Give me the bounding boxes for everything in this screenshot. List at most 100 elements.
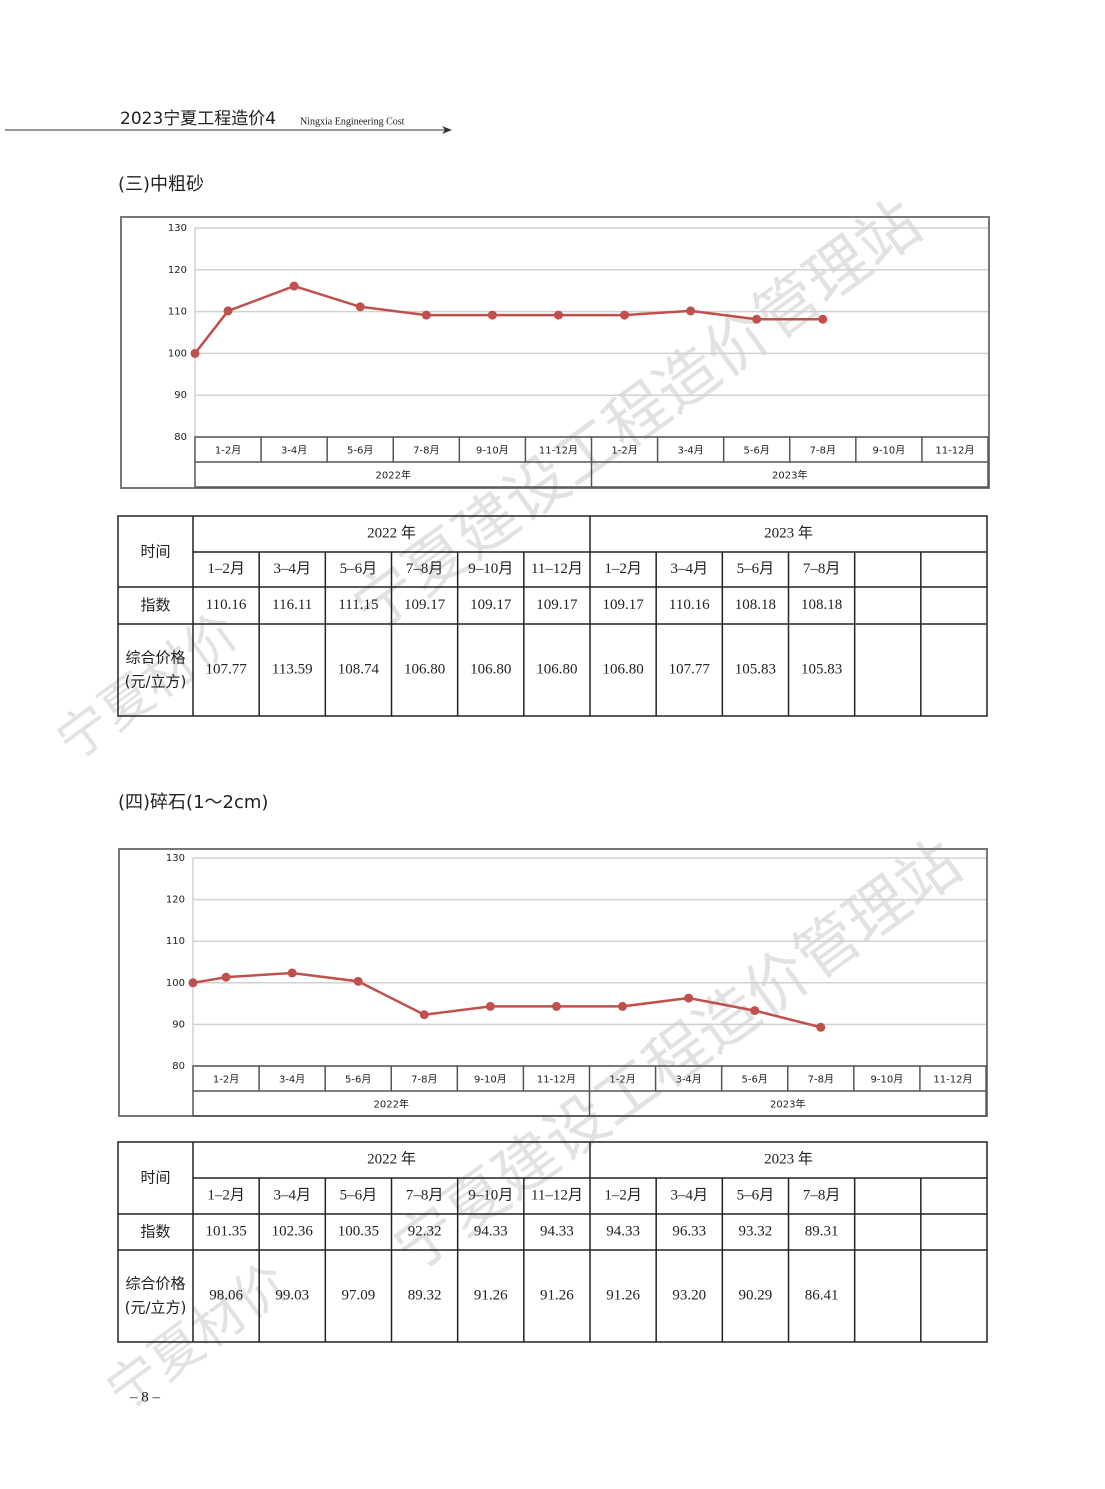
group-label: 2022年 — [374, 1098, 409, 1111]
table-cell: 94.33 — [474, 1223, 508, 1239]
x-tick-label: 11-12月 — [537, 1074, 576, 1086]
table-period: 7–8月 — [406, 561, 444, 577]
point — [684, 993, 694, 1003]
table-period: 3–4月 — [670, 561, 708, 577]
table-cell: 116.11 — [272, 597, 312, 613]
x-tick-label: 9-10月 — [873, 445, 906, 457]
x-tick-label: 1-2月 — [611, 445, 637, 457]
x-tick-label: 1-2月 — [609, 1074, 635, 1086]
table-period: 5–6月 — [340, 561, 378, 577]
y-tick-label: 110 — [168, 307, 187, 318]
table-cell: 109.17 — [470, 597, 512, 613]
table-cell: 105.83 — [801, 661, 842, 677]
x-tick-label: 1-2月 — [213, 1074, 239, 1086]
table-cell: 90.29 — [739, 1287, 773, 1303]
point — [686, 306, 696, 316]
table-period: 1–2月 — [207, 1187, 245, 1203]
table-cell: 110.16 — [206, 597, 247, 613]
table-period: 5–6月 — [737, 561, 775, 577]
table-cell: 98.06 — [209, 1287, 243, 1303]
start-point — [188, 978, 198, 988]
table-cell: 106.80 — [470, 661, 511, 677]
point — [421, 310, 431, 320]
start-segment — [192, 975, 227, 985]
table-cell: 96.33 — [672, 1223, 706, 1239]
table-cell: 94.33 — [606, 1223, 640, 1239]
point — [750, 1006, 760, 1016]
header-arrow — [442, 126, 452, 134]
table-cell: 108.74 — [338, 661, 380, 677]
point — [487, 310, 497, 320]
start-segment — [194, 310, 230, 355]
table-period: 5–6月 — [340, 1187, 378, 1203]
table-period: 1–2月 — [604, 1187, 642, 1203]
x-tick-label: 1-2月 — [215, 445, 241, 457]
point — [485, 1001, 495, 1011]
table-period: 5–6月 — [737, 1187, 775, 1203]
table-period: 3–4月 — [273, 561, 311, 577]
table-cell: 105.83 — [735, 661, 776, 677]
table-group: 2022 年 — [367, 524, 416, 541]
page-number: – 8 – — [129, 1389, 161, 1405]
x-tick-label: 5-6月 — [345, 1074, 371, 1086]
chart-frame — [120, 216, 990, 489]
x-tick-label: 3-4月 — [677, 445, 703, 457]
table-cell: 94.33 — [540, 1223, 574, 1239]
table-cell: 100.35 — [338, 1223, 379, 1239]
y-tick-label: 130 — [168, 223, 187, 234]
group-label: 2022年 — [376, 469, 411, 482]
table-cell: 91.26 — [474, 1287, 508, 1303]
x-tick-label: 11-12月 — [539, 445, 578, 457]
table-period: 11–12月 — [531, 561, 583, 577]
table-period: 7–8月 — [803, 1187, 841, 1203]
table-border — [117, 515, 988, 717]
start-point — [190, 348, 200, 358]
y-tick-label: 100 — [166, 978, 185, 989]
x-tick-label: 7-8月 — [413, 445, 439, 457]
table-period: 3–4月 — [273, 1187, 311, 1203]
table-cell: 107.77 — [205, 661, 247, 677]
x-tick-label: 9-10月 — [476, 445, 509, 457]
row-label: 综合价格 — [125, 1275, 185, 1293]
table-period: 1–2月 — [604, 561, 642, 577]
header-subtitle: Ningxia Engineering Cost — [300, 116, 405, 127]
table-cell: 89.32 — [408, 1287, 442, 1303]
table-group: 2022 年 — [367, 1150, 416, 1167]
y-tick-label: 110 — [166, 936, 185, 947]
table-cell: 99.03 — [275, 1287, 309, 1303]
section-title: (四)碎石(1～2cm) — [118, 792, 268, 813]
line — [227, 284, 823, 321]
table-cell: 107.77 — [669, 661, 711, 677]
row-label: 指数 — [140, 1223, 170, 1241]
y-tick-label: 90 — [174, 390, 187, 401]
x-tick-label: 11-12月 — [933, 1074, 972, 1086]
group-label: 2023年 — [772, 469, 807, 482]
table-period: 3–4月 — [670, 1187, 708, 1203]
table-period: 7–8月 — [406, 1187, 444, 1203]
x-tick-label: 9-10月 — [871, 1074, 904, 1086]
table-cell: 101.35 — [205, 1223, 246, 1239]
table-cell: 111.15 — [338, 597, 378, 613]
y-tick-label: 120 — [168, 265, 187, 276]
table-cell: 97.09 — [342, 1287, 376, 1303]
table-period: 9–10月 — [468, 1187, 513, 1203]
table-border — [117, 1141, 988, 1343]
y-tick-label: 90 — [172, 1019, 185, 1030]
y-tick-label: 80 — [172, 1061, 185, 1072]
line — [225, 971, 822, 1029]
x-tick-label: 5-6月 — [742, 1074, 768, 1086]
table-corner: 时间 — [140, 1169, 170, 1187]
x-tick-label: 3-4月 — [279, 1074, 305, 1086]
point — [223, 306, 233, 316]
x-tick-label: 3-4月 — [281, 445, 307, 457]
x-tick-label: 9-10月 — [474, 1074, 507, 1086]
point — [419, 1010, 429, 1020]
group-label: 2023年 — [770, 1098, 805, 1111]
point — [289, 281, 299, 291]
table-cell: 102.36 — [272, 1223, 314, 1239]
table-period: 1–2月 — [207, 561, 245, 577]
table-cell: 108.18 — [801, 597, 842, 613]
table-cell: 108.18 — [735, 597, 776, 613]
table-cell: 106.80 — [602, 661, 643, 677]
